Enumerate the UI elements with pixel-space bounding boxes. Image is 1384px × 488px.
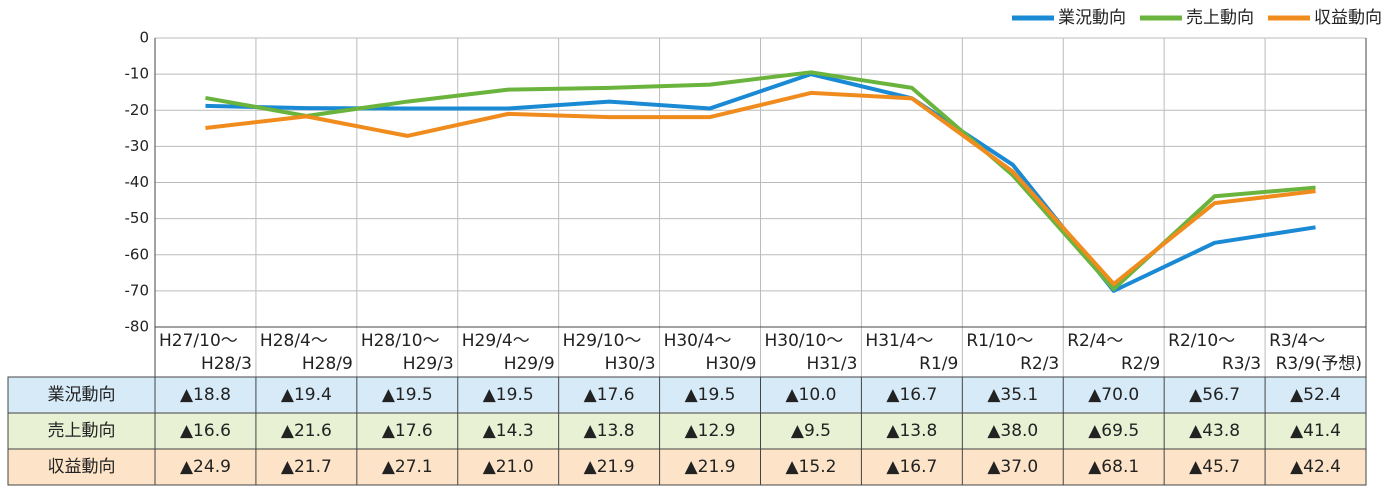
- x-tick-label: H28/3: [201, 354, 252, 374]
- value-label: ▲13.8: [886, 421, 937, 441]
- value-label: ▲18.8: [180, 385, 231, 405]
- value-label: ▲10.0: [785, 385, 836, 405]
- legend-label: 業況動向: [1058, 8, 1126, 28]
- y-tick-label: -60: [125, 245, 150, 263]
- row-label-cell: [7, 412, 156, 450]
- value-label: ▲16.7: [886, 385, 937, 405]
- value-label: ▲16.6: [180, 421, 231, 441]
- value-label: ▲21.9: [584, 457, 635, 477]
- value-label: ▲19.4: [281, 385, 332, 405]
- y-tick-label: -80: [125, 318, 150, 336]
- legend-label: 収益動向: [1314, 8, 1382, 28]
- value-label: ▲42.4: [1290, 457, 1341, 477]
- x-tick-label: R2/9: [1121, 354, 1160, 374]
- series-line: [205, 90, 1316, 287]
- x-tick-label: H29/10～: [563, 331, 642, 351]
- value-label: ▲19.5: [382, 385, 433, 405]
- x-tick-label: H27/10～: [159, 331, 238, 351]
- value-label: ▲24.9: [180, 457, 231, 477]
- value-label: ▲45.7: [1189, 457, 1240, 477]
- y-tick-label: -50: [125, 209, 150, 227]
- value-label: ▲35.1: [987, 385, 1038, 405]
- row-label: 収益動向: [48, 457, 116, 477]
- x-tick-label: R3/4～: [1269, 331, 1325, 351]
- value-label: ▲68.1: [1088, 457, 1139, 477]
- y-tick-label: -30: [125, 137, 150, 155]
- series-line: [205, 70, 1316, 292]
- x-tick-label: H30/4～: [664, 331, 732, 351]
- value-label: ▲9.5: [791, 421, 831, 441]
- value-label: ▲12.9: [685, 421, 736, 441]
- value-label: ▲19.5: [483, 385, 534, 405]
- value-label: ▲38.0: [987, 421, 1038, 441]
- x-tick-label: H31/4～: [865, 331, 933, 351]
- row-label: 業況動向: [48, 385, 116, 405]
- value-label: ▲37.0: [987, 457, 1038, 477]
- y-tick-label: -70: [125, 281, 150, 299]
- value-label: ▲17.6: [382, 421, 433, 441]
- value-label: ▲19.5: [685, 385, 736, 405]
- x-tick-label: R2/10～: [1168, 331, 1235, 351]
- x-tick-label: H30/3: [605, 354, 656, 374]
- value-label: ▲21.9: [685, 457, 736, 477]
- value-label: ▲14.3: [483, 421, 534, 441]
- legend-label: 売上動向: [1186, 8, 1254, 28]
- value-label: ▲21.7: [281, 457, 332, 477]
- value-label: ▲69.5: [1088, 421, 1139, 441]
- y-tick-label: -20: [125, 101, 150, 119]
- value-label: ▲21.6: [281, 421, 332, 441]
- value-label: ▲13.8: [584, 421, 635, 441]
- value-label: ▲43.8: [1189, 421, 1240, 441]
- row-label: 売上動向: [48, 421, 116, 441]
- x-tick-label: R2/4～: [1067, 331, 1123, 351]
- value-label: ▲41.4: [1290, 421, 1341, 441]
- x-tick-label: H31/3: [806, 354, 857, 374]
- value-label: ▲21.0: [483, 457, 534, 477]
- value-label: ▲27.1: [382, 457, 433, 477]
- value-label: ▲56.7: [1189, 385, 1240, 405]
- x-tick-label: H29/4～: [462, 331, 530, 351]
- x-tick-label: H28/9: [302, 354, 353, 374]
- x-tick-label: H28/10～: [361, 331, 440, 351]
- x-tick-label: R3/9(予想): [1276, 354, 1362, 374]
- x-tick-label: R3/3: [1222, 354, 1261, 374]
- y-tick-label: 0: [139, 29, 149, 47]
- series-line: [205, 72, 1316, 293]
- x-tick-label: R1/10～: [966, 331, 1033, 351]
- row-label-cell: [7, 448, 156, 486]
- value-label: ▲17.6: [584, 385, 635, 405]
- x-tick-label: H30/9: [706, 354, 757, 374]
- value-label: ▲15.2: [785, 457, 836, 477]
- value-label: ▲16.7: [886, 457, 937, 477]
- value-label: ▲52.4: [1290, 385, 1341, 405]
- x-tick-label: H30/10～: [765, 331, 844, 351]
- y-tick-label: -10: [125, 65, 150, 83]
- value-label: ▲70.0: [1088, 385, 1139, 405]
- x-tick-label: H29/3: [403, 354, 454, 374]
- y-tick-label: -40: [125, 173, 150, 191]
- x-tick-label: R2/3: [1020, 354, 1059, 374]
- x-tick-label: H28/4～: [260, 331, 328, 351]
- x-tick-label: H29/9: [504, 354, 555, 374]
- x-tick-label: R1/9: [919, 354, 958, 374]
